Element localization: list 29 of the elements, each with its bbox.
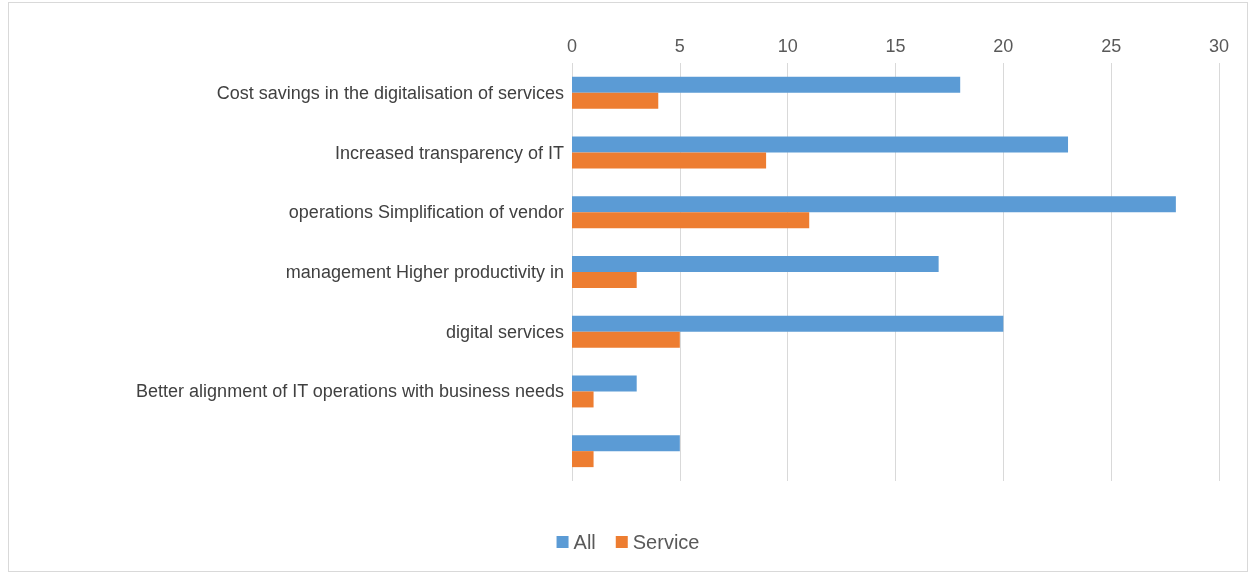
x-tick-label: 15 [885,36,906,56]
x-tick-label: 0 [566,36,578,56]
y-tick-label: operations Simplification of vendor [288,202,564,223]
bar [572,272,637,288]
bar [572,451,594,468]
y-tick-label: management Higher productivity in [285,262,564,282]
bar [572,391,594,408]
bar [572,76,961,93]
legend-label: Service [632,531,700,553]
x-tick-label: 10 [777,36,798,56]
bar [572,152,767,169]
y-tick-label: Increased transparency of IT [334,142,564,163]
x-tick-label: 20 [993,36,1014,56]
y-tick-label: Better alignment of IT operations with business needs [136,381,564,402]
x-tick-label: 5 [674,36,685,56]
x-tick-label: 30 [1208,36,1230,56]
x-tick-label: 25 [1101,36,1122,56]
bar [572,256,939,272]
legend-label: All [573,531,596,553]
y-tick-label: digital services [445,321,564,342]
y-tick-label: Cost savings in the digitalisation of services [216,82,564,103]
bar [572,435,680,452]
bar [572,212,810,229]
bar [572,92,659,109]
bar [572,315,1004,332]
bar [572,331,680,348]
bar [572,375,637,392]
bar [572,136,1069,153]
bar [572,196,1176,213]
